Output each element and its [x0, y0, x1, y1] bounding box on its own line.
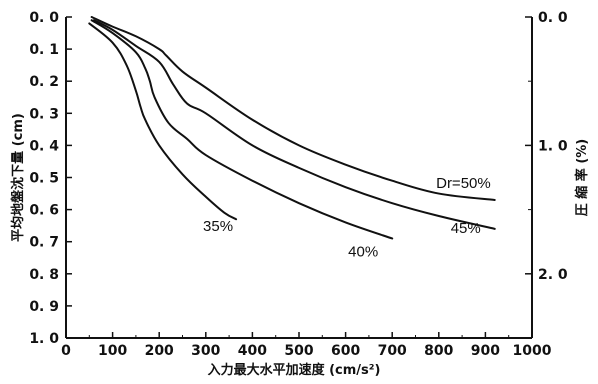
x-tick-label: 0: [61, 343, 71, 359]
series-line: [92, 19, 496, 230]
x-tick-label: 700: [378, 343, 407, 359]
series-line: [88, 22, 238, 221]
series-line: [90, 16, 496, 201]
series-label: 35%: [203, 218, 233, 235]
x-tick-label: 200: [145, 343, 174, 359]
y-tick-label: 0. 1: [29, 42, 59, 58]
x-tick-label: 500: [284, 343, 313, 359]
y-tick-label: 0. 2: [29, 74, 59, 90]
y-tick-label: 0. 5: [29, 171, 59, 187]
series-label: 45%: [451, 220, 481, 237]
y-tick-label: 0. 7: [29, 235, 59, 251]
y-tick-label: 0. 4: [29, 138, 59, 154]
x-tick-label: 400: [238, 343, 267, 359]
x-tick-label: 1000: [513, 343, 552, 359]
x-tick-label: 100: [98, 343, 127, 359]
y2-tick-label: 1. 0: [538, 138, 568, 154]
x-tick-label: 300: [191, 343, 220, 359]
x-tick-label: 900: [471, 343, 500, 359]
series-line: [90, 19, 394, 240]
y-tick-label: 0. 6: [29, 203, 59, 219]
x-tick-label: 600: [331, 343, 360, 359]
series-layer: [88, 16, 496, 240]
x-axis-title: 入力最大水平加速度 (cm/s²): [208, 362, 381, 378]
y2-axis-title: 圧 縮 率 (%): [574, 139, 590, 217]
y-tick-label: 1. 0: [29, 331, 59, 347]
series-label: Dr=50%: [436, 175, 491, 192]
labels-layer: 0 100 200 300 400 500 600 700 800 900 1000 0. 0 0. 1…: [10, 10, 590, 378]
y-tick-label: 0. 3: [29, 106, 59, 122]
y-tick-label: 0. 0: [29, 10, 59, 26]
y-tick-label: 0. 9: [29, 299, 59, 315]
y2-tick-label: 0. 0: [538, 10, 568, 26]
y2-tick-label: 2. 0: [538, 267, 568, 283]
y-tick-label: 0. 8: [29, 267, 59, 283]
series-label: 40%: [348, 243, 378, 260]
y-axis-title: 平均地盤沈下量 (cm): [10, 113, 26, 242]
axes-frame: [65, 16, 533, 339]
x-tick-label: 800: [424, 343, 453, 359]
